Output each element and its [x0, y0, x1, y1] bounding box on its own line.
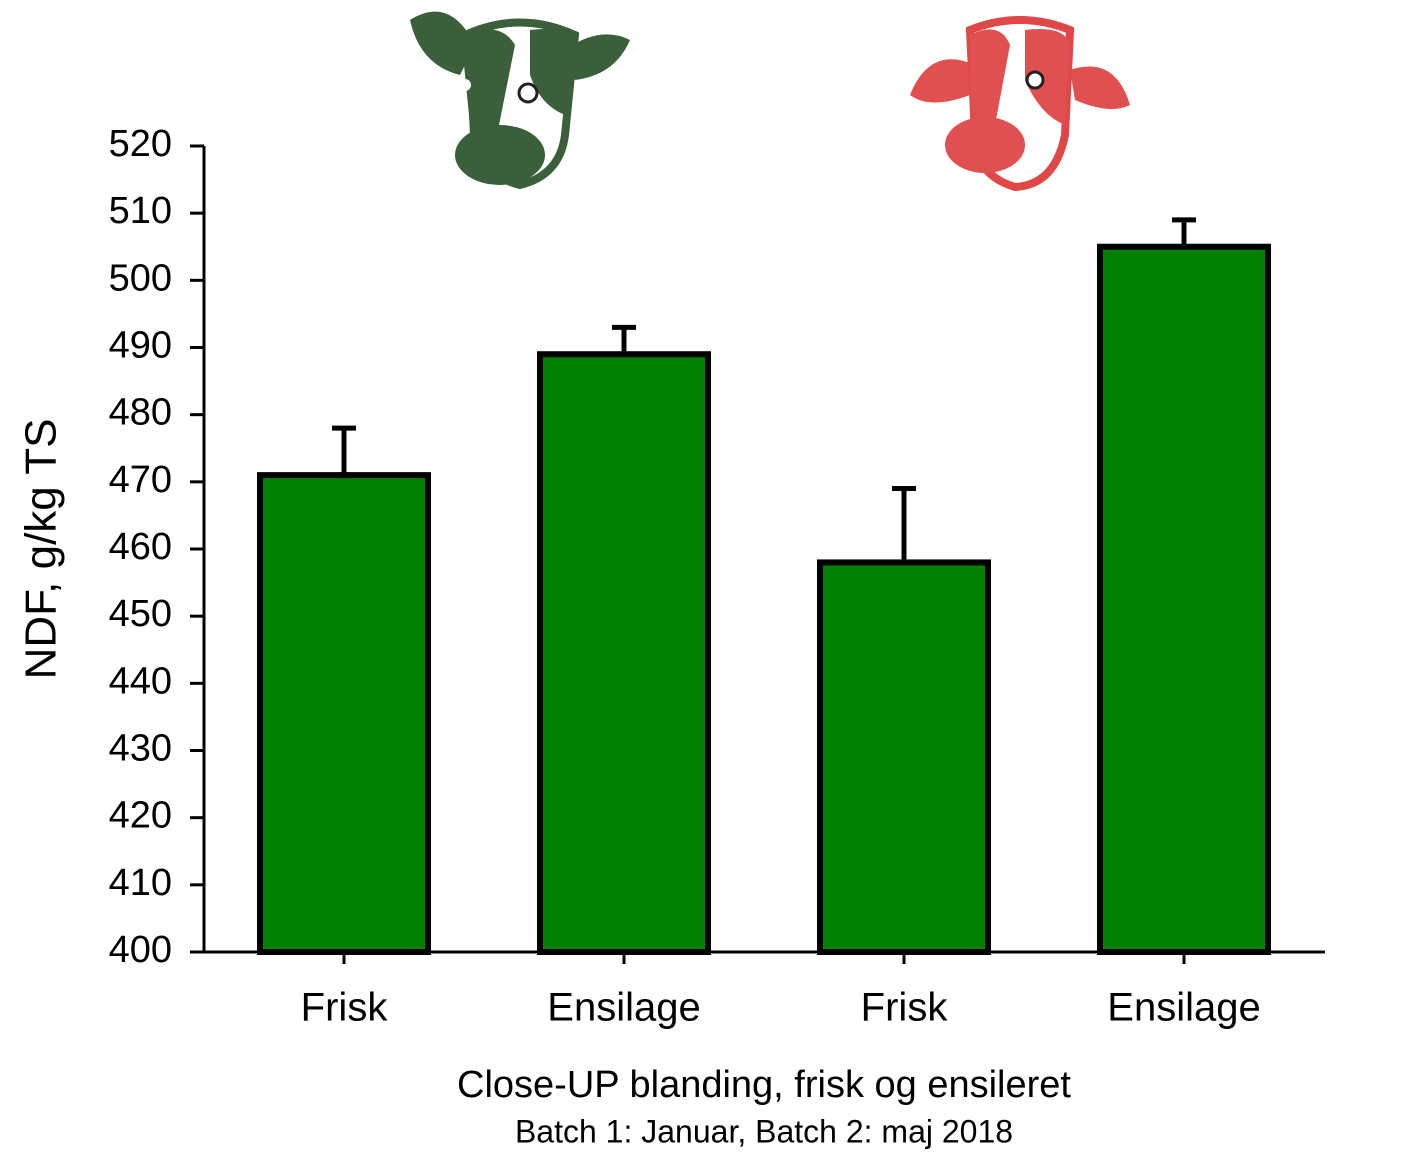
y-tick-label: 490 — [109, 325, 172, 367]
x-tick-label: Frisk — [861, 986, 949, 1030]
y-tick-label: 500 — [109, 257, 172, 299]
y-tick-label: 460 — [109, 526, 172, 568]
x-tick-label: Ensilage — [1107, 986, 1260, 1030]
y-tick-label: 480 — [109, 392, 172, 434]
y-tick-label: 520 — [109, 123, 172, 165]
x-tick-label: Ensilage — [547, 986, 700, 1030]
bar — [537, 351, 711, 955]
bar — [257, 472, 431, 955]
bar — [817, 559, 991, 956]
y-tick-label: 420 — [109, 795, 172, 837]
x-tick-label: Frisk — [301, 986, 389, 1030]
subtitle: Batch 1: Januar, Batch 2: maj 2018 — [515, 1113, 1013, 1149]
cow-icon-green — [410, 11, 630, 190]
y-axis-title: NDF, g/kg TS — [17, 419, 66, 680]
y-tick-label: 450 — [109, 593, 172, 635]
y-tick-label: 440 — [109, 660, 172, 702]
bar — [1097, 243, 1271, 955]
y-tick-label: 410 — [109, 862, 172, 904]
y-tick-label: 470 — [109, 459, 172, 501]
y-tick-label: 400 — [109, 929, 172, 971]
y-tick-label: 510 — [109, 190, 172, 232]
x-axis-title: Close-UP blanding, frisk og ensileret — [457, 1064, 1071, 1106]
cow-icon-red — [910, 16, 1130, 192]
y-tick-label: 430 — [109, 728, 172, 770]
